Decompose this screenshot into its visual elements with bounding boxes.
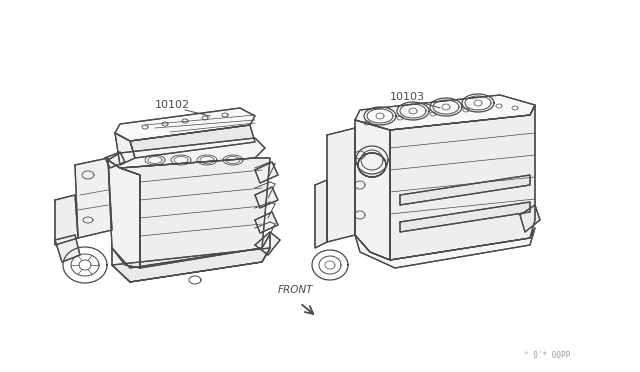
Text: 10103: 10103 [390, 92, 425, 102]
Polygon shape [255, 187, 278, 208]
Polygon shape [115, 108, 255, 141]
Polygon shape [120, 158, 270, 268]
Polygon shape [255, 232, 280, 255]
Text: ^ 0'* 00PP: ^ 0'* 00PP [524, 351, 570, 360]
Polygon shape [255, 212, 278, 233]
Text: FRONT: FRONT [277, 285, 313, 295]
Polygon shape [390, 105, 535, 260]
Polygon shape [112, 248, 270, 282]
Polygon shape [130, 125, 255, 158]
Polygon shape [105, 152, 125, 168]
Polygon shape [55, 195, 78, 245]
Polygon shape [315, 180, 327, 248]
Polygon shape [327, 128, 355, 242]
Polygon shape [108, 160, 140, 268]
Polygon shape [55, 235, 80, 262]
Polygon shape [400, 175, 530, 205]
Polygon shape [108, 138, 265, 168]
Polygon shape [75, 158, 112, 238]
Polygon shape [355, 228, 535, 268]
Polygon shape [112, 234, 270, 282]
Polygon shape [115, 133, 135, 165]
Polygon shape [255, 162, 278, 183]
Text: 10102: 10102 [155, 100, 190, 110]
Polygon shape [355, 120, 390, 260]
Polygon shape [400, 202, 530, 232]
Polygon shape [355, 95, 535, 130]
Polygon shape [520, 205, 540, 232]
